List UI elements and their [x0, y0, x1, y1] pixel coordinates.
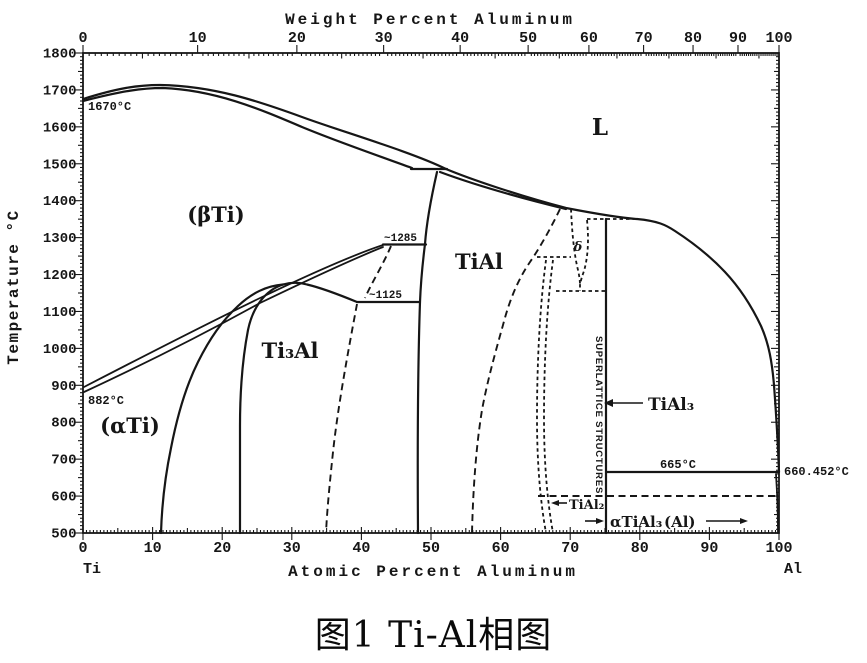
left-axis-tick-label: 1700: [43, 83, 77, 99]
left-axis-tick-label: 600: [51, 490, 76, 506]
peritectoid-annotation: ~1285: [384, 233, 417, 245]
al-region-arrow: [706, 518, 748, 524]
ti-allotropic-annotation: 882°C: [88, 394, 124, 408]
eutectoid-annotation: ~1125: [369, 290, 402, 302]
ti3al-right-boundary-dashed: [325, 303, 358, 534]
bottom-axis-tick-label: 10: [144, 540, 162, 557]
phase-diagram-plot: 1800170016001500140013001200110010009008…: [5, 11, 849, 581]
top-axis-tick-label: 10: [189, 30, 207, 47]
tial-right-boundary-dashed: [471, 208, 561, 534]
top-axis-tick-label: 40: [451, 30, 469, 47]
left-axis-tick-label: 500: [51, 527, 76, 543]
al-melting-annotation: 660.452°C: [784, 465, 849, 479]
tial2-line-right-dashed: [543, 259, 554, 534]
top-axis-tick-label: 0: [78, 30, 87, 47]
bottom-axis-tick-label: 80: [631, 540, 649, 557]
alpha-solvus-curve: [159, 283, 285, 535]
tial2-label: TiAl₂: [569, 498, 604, 513]
tial-phase-label: TiAl: [455, 249, 503, 274]
left-axis-tick-label: 1600: [43, 120, 77, 136]
al-eutectic-annotation: 665°C: [660, 458, 696, 472]
delta-loop-right-dashed: [579, 219, 589, 291]
bottom-axis-tick-label: 100: [765, 540, 792, 557]
superlattice-structures-label: SUPERLATTICE STRUCTURES: [593, 336, 604, 494]
top-axis-tick-label: 90: [729, 30, 747, 47]
beta-ti-phase-label: (βTi): [187, 202, 244, 227]
top-axis-title: Weight Percent Aluminum: [285, 11, 575, 29]
solidus-ti-side-curve: [81, 86, 414, 170]
left-axis-tick-label: 1800: [43, 47, 77, 63]
left-axis-tick-label: 700: [51, 453, 76, 469]
tial2-line-left-dashed: [536, 259, 547, 534]
ti3al-left-boundary: [238, 283, 285, 535]
top-axis-tick-label: 80: [684, 30, 702, 47]
top-axis-tick-label: 60: [580, 30, 598, 47]
bottom-axis-tick-label: 20: [213, 540, 231, 557]
tial-left-boundary: [416, 170, 439, 535]
ti-melting-annotation: 1670°C: [88, 100, 131, 114]
bottom-axis-tick-label: 0: [78, 540, 87, 557]
left-axis-tick-label: 1400: [43, 194, 77, 210]
liquid-phase-label: L: [592, 114, 608, 141]
left-axis-tick-label: 900: [51, 379, 76, 395]
liquidus-al-side-curve: [444, 167, 781, 474]
ti3al-dome-right: [281, 281, 359, 304]
beta-alpha-transus-upper: [83, 244, 384, 388]
top-axis-tick-label: 20: [288, 30, 306, 47]
left-axis-tick-label: 1300: [43, 231, 77, 247]
bottom-axis-tick-label: 40: [352, 540, 370, 557]
bottom-axis-tick-label: 70: [561, 540, 579, 557]
delta-loop-left-dashed: [570, 208, 581, 286]
alpha-ti-phase-label: (αTi): [100, 413, 160, 438]
left-axis-tick-label: 1100: [43, 305, 77, 321]
tial2-arrow: [551, 500, 567, 506]
tial3-arrow: [604, 399, 643, 407]
left-axis-title: Temperature °C: [5, 209, 23, 364]
delta-phase-label: δ: [573, 240, 583, 255]
top-axis-tick-label: 100: [765, 30, 792, 47]
ti-end-label: Ti: [83, 561, 101, 578]
beta-alpha-transus-lower: [83, 246, 384, 393]
tial-upper-solidus-curve: [438, 170, 568, 211]
axis-tick-labels: 1800170016001500140013001200110010009008…: [43, 30, 793, 557]
left-axis-tick-label: 1200: [43, 268, 77, 284]
bottom-axis-tick-label: 90: [700, 540, 718, 557]
bottom-axis-tick-label: 60: [492, 540, 510, 557]
top-axis-tick-label: 70: [635, 30, 653, 47]
bottom-axis-title: Atomic Percent Aluminum: [288, 563, 578, 581]
left-axis-tick-label: 800: [51, 416, 76, 432]
left-axis-tick-label: 1000: [43, 342, 77, 358]
ti3al-phase-label: Ti₃Al: [261, 338, 318, 363]
bottom-axis-tick-label: 30: [283, 540, 301, 557]
alpha-tial3-arrow: [585, 518, 604, 524]
al-solvus-curve: [775, 473, 779, 534]
figure-caption: 图1 Ti-Al相图: [314, 615, 553, 656]
alpha-tial3-label: αTiAl₃: [610, 513, 662, 531]
left-axis-tick-label: 1500: [43, 157, 77, 173]
top-axis-tick-label: 30: [375, 30, 393, 47]
liquidus-ti-side-curve: [81, 83, 448, 171]
tial3-label: TiAl₃: [648, 395, 694, 415]
bottom-axis-tick-label: 50: [422, 540, 440, 557]
al-phase-label: (Al): [664, 513, 696, 531]
top-axis-tick-label: 50: [519, 30, 537, 47]
connector-1285-1125-dashed: [364, 245, 392, 299]
al-end-label: Al: [784, 561, 802, 578]
